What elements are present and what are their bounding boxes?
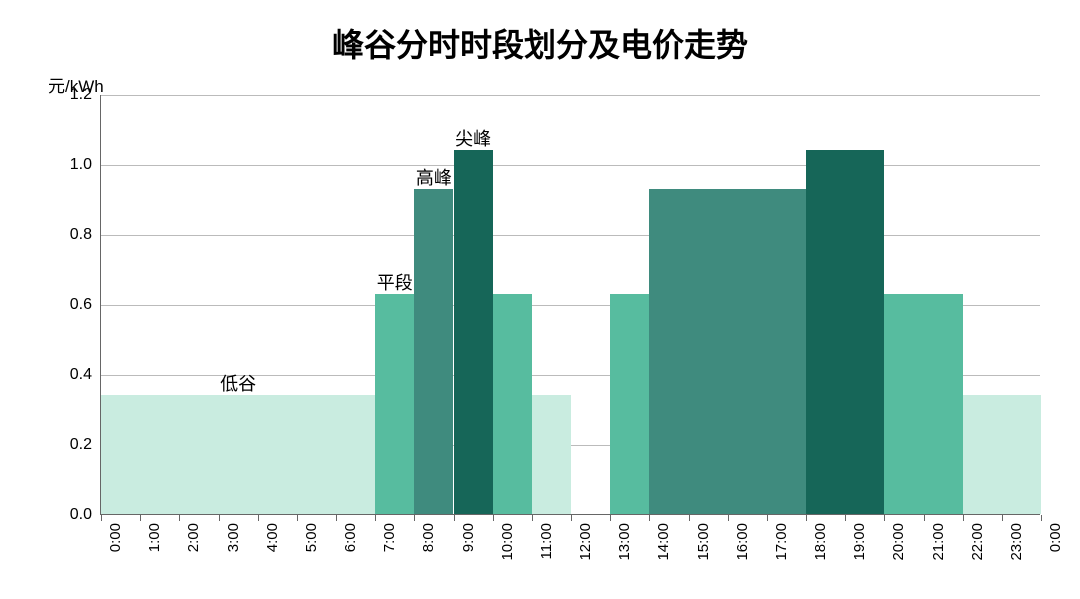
x-tick <box>963 515 964 521</box>
gridline <box>101 95 1040 96</box>
x-tick-label: 11:00 <box>538 523 555 559</box>
x-tick-label: 18:00 <box>812 523 829 561</box>
y-tick-label: 1.2 <box>52 86 92 104</box>
x-tick <box>532 515 533 521</box>
bar-segment <box>963 395 1041 514</box>
x-tick <box>493 515 494 521</box>
bar-segment <box>375 294 414 515</box>
bar-segment <box>454 150 493 514</box>
gridline <box>101 235 1040 236</box>
bar-segment <box>649 189 806 515</box>
tier-label: 平段 <box>377 269 413 295</box>
x-tick-label: 19:00 <box>851 523 868 561</box>
x-tick <box>258 515 259 521</box>
x-tick <box>414 515 415 521</box>
x-tick <box>806 515 807 521</box>
tier-label: 高峰 <box>416 164 452 190</box>
x-tick <box>649 515 650 521</box>
bar-segment <box>532 395 571 514</box>
x-tick <box>767 515 768 521</box>
y-tick-label: 0.4 <box>52 366 92 384</box>
x-tick <box>1002 515 1003 521</box>
x-tick-label: 14:00 <box>655 523 672 561</box>
x-tick-label: 3:00 <box>225 523 242 552</box>
x-tick <box>845 515 846 521</box>
bar-segment <box>414 189 453 515</box>
x-tick-label: 7:00 <box>381 523 398 552</box>
x-tick <box>140 515 141 521</box>
bar-segment <box>610 294 649 515</box>
plot-area: 0.00.20.40.60.81.01.2低谷平段高峰尖峰0:001:002:0… <box>100 95 1040 515</box>
x-tick-label: 9:00 <box>460 523 477 552</box>
x-tick <box>924 515 925 521</box>
x-tick-label: 10:00 <box>499 523 516 561</box>
x-tick-label: 12:00 <box>577 523 594 561</box>
x-tick-label: 17:00 <box>773 523 790 561</box>
x-tick <box>728 515 729 521</box>
x-tick <box>571 515 572 521</box>
bar-segment <box>884 294 962 515</box>
x-tick-label: 21:00 <box>930 523 947 561</box>
y-tick-label: 1.0 <box>52 156 92 174</box>
y-tick-label: 0.0 <box>52 506 92 524</box>
y-tick-label: 0.6 <box>52 296 92 314</box>
gridline <box>101 165 1040 166</box>
x-tick <box>336 515 337 521</box>
x-tick-label: 4:00 <box>264 523 281 552</box>
x-tick <box>101 515 102 521</box>
bar-segment <box>493 294 532 515</box>
x-tick-label: 20:00 <box>890 523 907 561</box>
x-tick <box>219 515 220 521</box>
x-tick-label: 13:00 <box>616 523 633 561</box>
x-tick-label: 23:00 <box>1008 523 1025 561</box>
x-tick <box>1041 515 1042 521</box>
x-tick-label: 1:00 <box>146 523 163 552</box>
chart-area: 0.00.20.40.60.81.01.2低谷平段高峰尖峰0:001:002:0… <box>100 95 1040 515</box>
x-tick-label: 2:00 <box>185 523 202 552</box>
x-tick-label: 8:00 <box>420 523 437 552</box>
bar-segment <box>101 395 375 514</box>
x-tick-label: 5:00 <box>303 523 320 552</box>
x-tick-label: 16:00 <box>734 523 751 561</box>
x-tick <box>375 515 376 521</box>
x-tick <box>610 515 611 521</box>
x-tick <box>179 515 180 521</box>
tier-label: 尖峰 <box>455 125 491 151</box>
x-tick-label: 0:00 <box>107 523 124 552</box>
x-tick <box>689 515 690 521</box>
chart-title: 峰谷分时时段划分及电价走势 <box>0 20 1080 66</box>
y-tick-label: 0.8 <box>52 226 92 244</box>
x-tick <box>297 515 298 521</box>
x-tick-label: 0:00 <box>1047 523 1064 552</box>
x-tick <box>454 515 455 521</box>
x-tick-label: 6:00 <box>342 523 359 552</box>
y-tick-label: 0.2 <box>52 436 92 454</box>
tier-label: 低谷 <box>220 370 256 396</box>
x-tick-label: 22:00 <box>969 523 986 561</box>
bar-segment <box>806 150 884 514</box>
x-tick-label: 15:00 <box>695 523 712 561</box>
x-tick <box>884 515 885 521</box>
